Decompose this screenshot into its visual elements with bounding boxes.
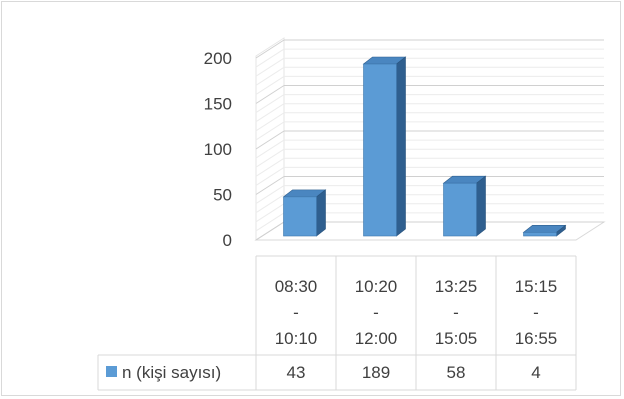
gridline-side xyxy=(255,121,285,141)
y-tick-label: 150 xyxy=(204,95,232,114)
category-label: - xyxy=(293,303,299,322)
gridline-side xyxy=(255,166,285,186)
category-label: 08:30 xyxy=(275,277,318,296)
category-label: 12:00 xyxy=(355,329,398,348)
category-label: 10:10 xyxy=(275,329,318,348)
legend-label: n (kişi sayısı) xyxy=(122,363,221,382)
gridline-side xyxy=(255,194,285,214)
gridline-side xyxy=(255,148,285,168)
category-label: - xyxy=(373,303,379,322)
data-table-value: 58 xyxy=(447,363,466,382)
gridline-side xyxy=(255,39,285,59)
gridline-side xyxy=(255,212,285,232)
gridline-side xyxy=(255,176,285,195)
bar xyxy=(362,56,407,237)
data-table-value: 43 xyxy=(287,363,306,382)
gridline-side xyxy=(255,139,285,159)
category-label: 15:05 xyxy=(435,329,478,348)
bar-front xyxy=(363,63,397,237)
data-table: 08:30 - 10:10 10:20 - 12:00 13:25 - 15:05 15:15 - 1… xyxy=(97,255,577,391)
bar-side xyxy=(396,56,406,237)
bar xyxy=(442,175,487,237)
y-axis-ticks: 0 50 100 150 200 xyxy=(204,49,232,250)
gridline-side xyxy=(255,203,285,223)
category-label: - xyxy=(453,303,459,322)
bar xyxy=(282,189,327,237)
data-table-value: 189 xyxy=(362,363,390,382)
category-label: 13:25 xyxy=(435,277,478,296)
legend-swatch xyxy=(106,366,117,377)
bar-front xyxy=(283,196,317,237)
gridline-side xyxy=(255,66,285,86)
y-tick-label: 200 xyxy=(204,49,232,68)
bar-side xyxy=(316,189,326,237)
gridline-side xyxy=(255,130,285,150)
gridline-side xyxy=(255,221,285,241)
gridline-side xyxy=(255,57,285,77)
bar-side xyxy=(476,175,486,237)
bar-front xyxy=(443,182,477,237)
y-tick-label: 100 xyxy=(204,140,232,159)
data-table-value: 4 xyxy=(531,363,540,382)
bars xyxy=(282,56,567,237)
bar xyxy=(522,224,567,237)
category-label: 16:55 xyxy=(515,329,558,348)
gridline-side xyxy=(255,85,285,104)
gridline-side xyxy=(255,75,285,95)
y-tick-label: 50 xyxy=(213,186,232,205)
gridline-side xyxy=(255,103,285,123)
gridline-side xyxy=(255,157,285,177)
category-label: 15:15 xyxy=(515,277,558,296)
y-tick-label: 0 xyxy=(223,231,232,250)
gridline-side xyxy=(255,94,285,114)
category-label: - xyxy=(533,303,539,322)
category-label: 10:20 xyxy=(355,277,398,296)
gridline-side xyxy=(255,112,285,132)
gridline-side xyxy=(255,48,285,68)
gridline-side xyxy=(255,185,285,205)
gridlines xyxy=(255,39,604,241)
bar-front xyxy=(523,232,557,237)
